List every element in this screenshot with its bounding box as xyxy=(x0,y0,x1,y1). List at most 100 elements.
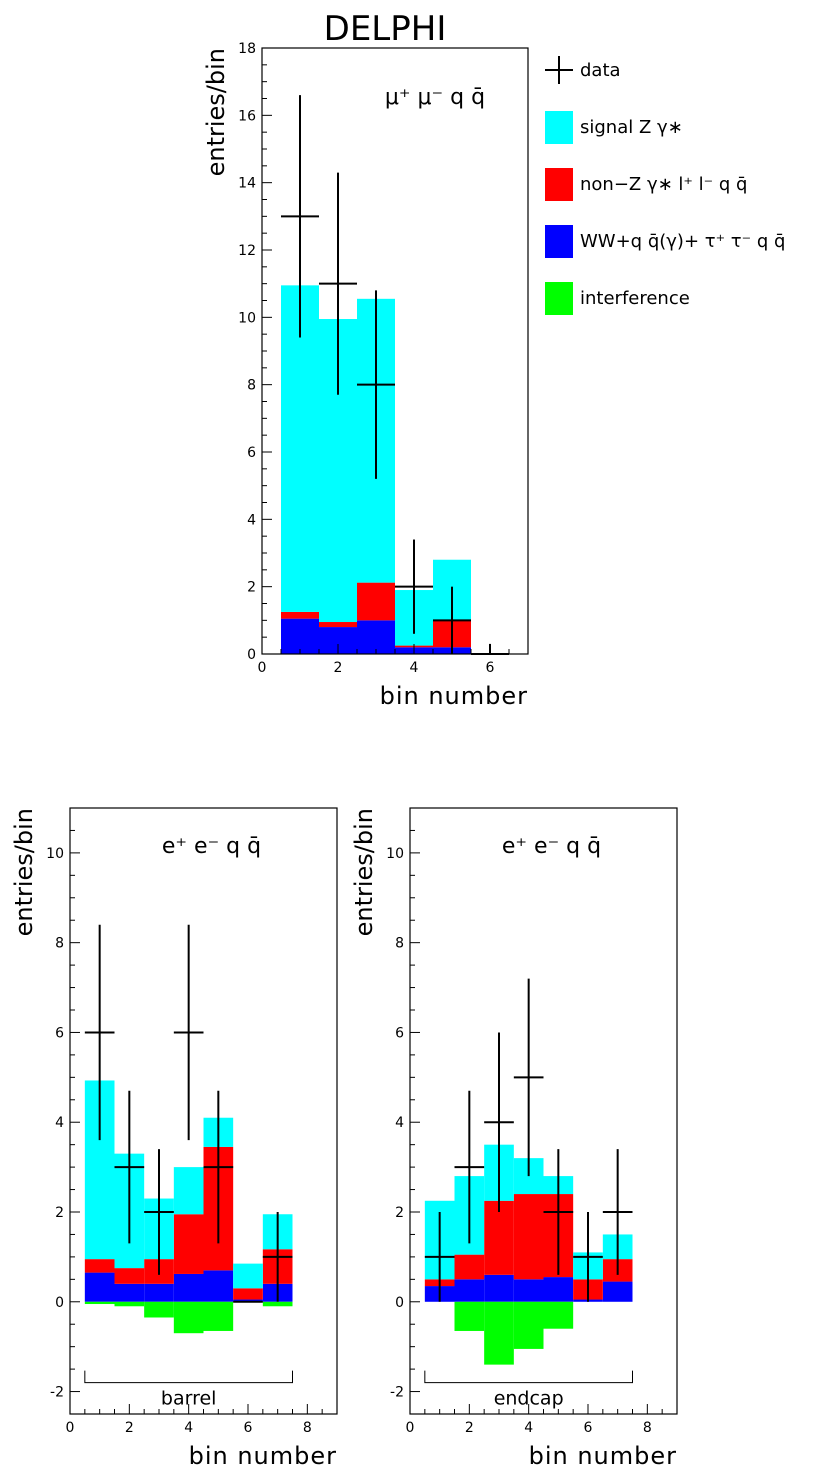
bar-interference-bin-4 xyxy=(513,1301,544,1349)
x-tick-label: 2 xyxy=(334,660,343,676)
y-axis-label: entries/bin xyxy=(350,808,378,936)
bar-nonZ-bin-4 xyxy=(513,1194,544,1280)
bar-interference-bin-3 xyxy=(484,1301,514,1365)
y-tick-label: 0 xyxy=(247,647,256,663)
x-axis-label: bin number xyxy=(189,1442,337,1467)
legend-swatch xyxy=(545,282,573,315)
bar-ww-bin-2 xyxy=(114,1283,145,1302)
bar-interference-bin-3 xyxy=(144,1301,174,1318)
x-tick-label: 0 xyxy=(258,660,267,676)
y-tick-label: 4 xyxy=(395,1115,404,1131)
bar-signal-bin-1 xyxy=(281,285,319,612)
y-tick-label: 2 xyxy=(55,1205,64,1221)
y-tick-label: -2 xyxy=(390,1385,404,1401)
x-tick-label: 0 xyxy=(406,1420,415,1436)
y-tick-label: 6 xyxy=(55,1025,64,1041)
legend-label: non−Z γ∗ l⁺ l⁻ q q̄ xyxy=(580,174,747,195)
bar-nonZ-bin-1 xyxy=(84,1259,115,1273)
y-tick-label: 18 xyxy=(238,41,256,57)
y-tick-label: 10 xyxy=(238,310,256,326)
bar-interference-bin-5 xyxy=(543,1301,574,1329)
legend: data signal Z γ∗ non−Z γ∗ l⁺ l⁻ q q̄ WW+q q… xyxy=(545,56,785,315)
bar-ww-bin-1 xyxy=(84,1272,115,1302)
bar-ww-bin-4 xyxy=(173,1273,204,1302)
bar-ww-bin-1 xyxy=(281,618,319,654)
y-tick-label: 10 xyxy=(386,846,404,862)
process-label: e⁺ e⁻ q q̄ xyxy=(502,834,601,859)
bar-ww-bin-3 xyxy=(357,620,395,654)
x-tick-label: 0 xyxy=(66,1420,75,1436)
legend-swatch xyxy=(545,225,573,258)
bar-signal-bin-6 xyxy=(233,1263,263,1289)
y-tick-label: 10 xyxy=(46,846,64,862)
bar-interference-bin-5 xyxy=(203,1301,234,1331)
legend-label: data xyxy=(580,60,621,81)
panel-mumu: 0 2 4 6 8 10 12 14 16 18 0 2 4 6 μ⁺ μ⁻ q q̄ bin number e… xyxy=(202,41,529,710)
y-tick-label: 8 xyxy=(55,936,64,952)
panel-ee-endcap: -2 0 2 4 6 8 10 0 2 4 6 8 endcap e⁺ e⁻ q q̄ bin number… xyxy=(350,807,678,1467)
legend-label: signal Z γ∗ xyxy=(580,117,683,138)
y-tick-label: 2 xyxy=(247,580,256,596)
bar-interference-bin-2 xyxy=(114,1301,145,1307)
y-axis-label: entries/bin xyxy=(202,48,230,176)
bar-ww-bin-3 xyxy=(144,1283,174,1302)
bar-ww-bin-7 xyxy=(602,1281,633,1302)
y-tick-label: 8 xyxy=(247,378,256,394)
panel-ee-barrel: -2 0 2 4 6 8 10 0 2 4 6 8 barrel e⁺ e⁻ q q̄ bin number… xyxy=(10,807,338,1467)
bar-ww-bin-6 xyxy=(233,1299,263,1302)
bar-ww-bin-5 xyxy=(543,1277,574,1302)
bar-nonZ-bin-2 xyxy=(319,622,357,628)
experiment-title: DELPHI xyxy=(324,9,447,49)
process-label: μ⁺ μ⁻ q q̄ xyxy=(385,85,485,110)
bar-interference-bin-4 xyxy=(173,1301,204,1334)
legend-swatch xyxy=(545,168,573,201)
bar-nonZ-bin-6 xyxy=(233,1288,263,1300)
region-bracket xyxy=(424,1370,633,1384)
y-tick-label: 4 xyxy=(247,512,256,528)
bar-interference-bin-1 xyxy=(84,1301,115,1305)
x-tick-label: 6 xyxy=(486,660,495,676)
bar-nonZ-bin-2 xyxy=(114,1268,145,1284)
x-tick-label: 8 xyxy=(643,1420,652,1436)
legend-label: WW+q q̄(γ)+ τ⁺ τ⁻ q q̄ xyxy=(580,231,785,252)
bar-ww-bin-2 xyxy=(454,1279,485,1302)
x-tick-label: 4 xyxy=(410,660,419,676)
y-tick-label: 8 xyxy=(395,936,404,952)
x-tick-label: 2 xyxy=(465,1420,474,1436)
x-tick-label: 8 xyxy=(303,1420,312,1436)
y-tick-label: 4 xyxy=(55,1115,64,1131)
region-bracket xyxy=(84,1370,293,1384)
y-axis-label: entries/bin xyxy=(10,808,38,936)
bar-nonZ-bin-3 xyxy=(357,582,395,621)
y-tick-label: 0 xyxy=(395,1295,404,1311)
y-tick-label: 6 xyxy=(395,1025,404,1041)
bar-interference-bin-7 xyxy=(262,1301,293,1307)
bar-ww-bin-4 xyxy=(513,1279,544,1302)
y-tick-label: 0 xyxy=(55,1295,64,1311)
y-tick-label: -2 xyxy=(50,1385,64,1401)
x-tick-label: 6 xyxy=(244,1420,253,1436)
bar-ww-bin-5 xyxy=(203,1270,234,1302)
bar-nonZ-bin-3 xyxy=(484,1200,514,1275)
bar-nonZ-bin-2 xyxy=(454,1254,485,1280)
bar-interference-bin-2 xyxy=(454,1301,485,1331)
y-tick-label: 14 xyxy=(238,176,256,192)
x-tick-label: 2 xyxy=(125,1420,134,1436)
y-tick-label: 2 xyxy=(395,1205,404,1221)
x-tick-label: 4 xyxy=(184,1420,193,1436)
legend-label: interference xyxy=(580,288,690,309)
x-axis-label: bin number xyxy=(529,1442,677,1467)
x-tick-label: 6 xyxy=(584,1420,593,1436)
region-label: barrel xyxy=(161,1388,217,1410)
bar-signal-bin-4 xyxy=(173,1167,204,1215)
y-tick-label: 6 xyxy=(247,445,256,461)
y-tick-label: 16 xyxy=(238,108,256,124)
bar-nonZ-bin-4 xyxy=(173,1214,204,1274)
x-tick-label: 4 xyxy=(524,1420,533,1436)
bar-ww-bin-3 xyxy=(484,1274,514,1302)
bar-nonZ-bin-1 xyxy=(281,611,319,619)
legend-swatch xyxy=(545,111,573,144)
region-label: endcap xyxy=(494,1388,564,1410)
x-axis-label: bin number xyxy=(380,682,528,710)
